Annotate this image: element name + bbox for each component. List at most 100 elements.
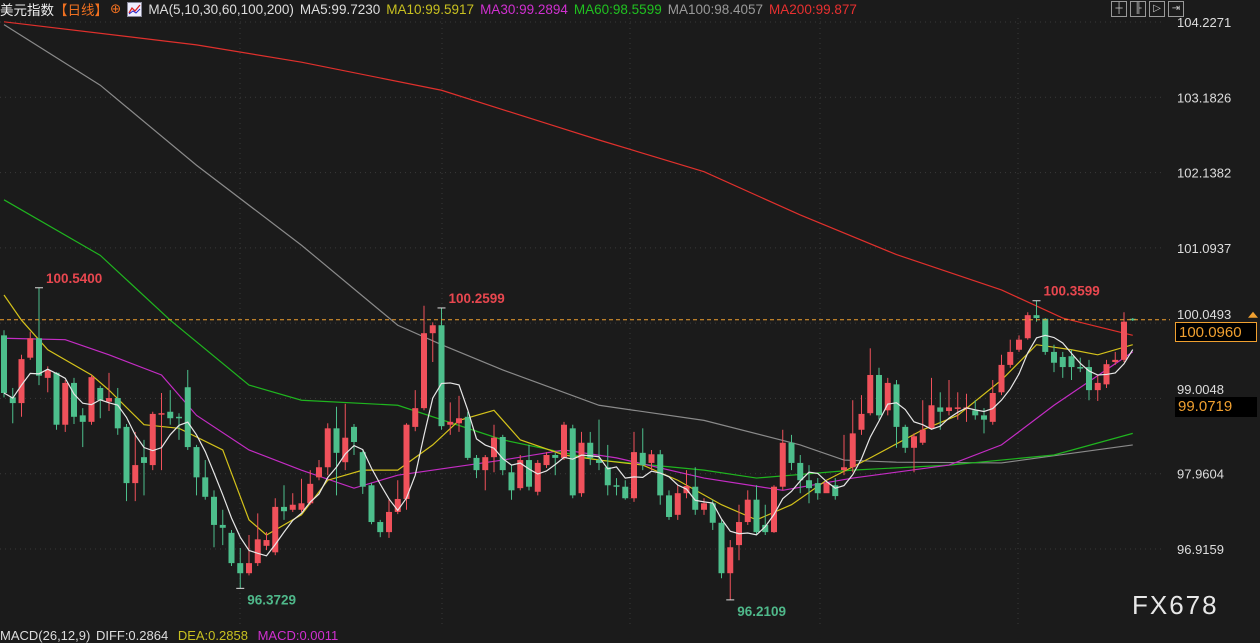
candle-up xyxy=(44,369,51,378)
candle-up xyxy=(674,493,681,515)
candle-down xyxy=(1068,356,1075,368)
ma10-value: MA10:99.5917 xyxy=(386,1,475,17)
candle-up xyxy=(149,413,156,466)
candle-up xyxy=(701,503,707,510)
candle-up xyxy=(62,382,69,425)
y-tick-label: 104.2271 xyxy=(1177,15,1231,30)
candle-up xyxy=(1024,315,1031,339)
candle-down xyxy=(981,415,987,420)
candle-up xyxy=(517,460,524,489)
zoom-in-bars-button[interactable]: ╟ xyxy=(1130,1,1146,17)
y-tick-label: 99.0048 xyxy=(1177,382,1224,397)
ma60-value: MA60:98.5599 xyxy=(573,1,662,17)
high-price-annotation: 100.5400 xyxy=(46,271,102,286)
ma200-value: MA200:99.877 xyxy=(769,1,857,17)
current-price-label: 100.0960 xyxy=(1175,322,1257,342)
candle-up xyxy=(823,483,830,494)
ma5-value: MA5:99.7230 xyxy=(299,1,381,17)
candle-down xyxy=(499,436,506,471)
macd-dea: DEA:0.2858 xyxy=(177,628,248,643)
candle-down xyxy=(351,426,357,443)
candle-up xyxy=(429,325,436,334)
candle-up xyxy=(456,418,462,424)
candle-up xyxy=(867,374,874,414)
candle-up xyxy=(1121,321,1127,360)
candle-up xyxy=(727,547,734,574)
candle-down xyxy=(167,411,174,419)
candle-down xyxy=(526,460,532,487)
candle-down xyxy=(193,447,200,478)
candle-down xyxy=(622,486,629,499)
candle-up xyxy=(246,563,252,574)
candle-down xyxy=(569,428,576,496)
candle-up xyxy=(954,407,961,409)
ma30-line xyxy=(3,337,1134,491)
candle-up xyxy=(779,442,786,487)
y-tick-label: 96.9159 xyxy=(1177,542,1224,557)
candle-down xyxy=(333,428,340,453)
candle-down xyxy=(639,452,646,466)
y-tick-label: 101.0937 xyxy=(1177,241,1231,256)
candle-down xyxy=(657,454,664,496)
candle-down xyxy=(972,410,979,416)
candle-down xyxy=(377,522,384,533)
candle-down xyxy=(902,426,909,448)
candle-up xyxy=(1007,351,1014,365)
candle-up xyxy=(849,433,856,468)
candle-down xyxy=(71,382,77,417)
candle-up xyxy=(744,499,751,523)
candle-down xyxy=(176,416,182,419)
candle-up xyxy=(998,364,1005,393)
play-button[interactable]: ▷ xyxy=(1149,1,1165,17)
candle-down xyxy=(893,384,900,427)
candle-up xyxy=(324,428,331,468)
candle-up xyxy=(307,483,314,504)
candle-up xyxy=(841,467,847,471)
high-price-annotation: 100.2599 xyxy=(449,291,505,306)
candle-up xyxy=(928,405,935,429)
candle-up xyxy=(1094,382,1101,391)
y-tick-label: 100.0493 xyxy=(1177,307,1231,322)
chart-indicator-icon[interactable] xyxy=(127,1,143,17)
marker-price-label: 99.0719 xyxy=(1175,397,1257,417)
candle-down xyxy=(596,460,602,463)
candle-down xyxy=(1,335,7,394)
candle-up xyxy=(403,424,410,499)
symbol-name: 美元指数 xyxy=(0,3,54,18)
candle-down xyxy=(281,506,287,512)
crosshair-icon[interactable]: ⊕ xyxy=(110,1,122,16)
low-price-annotation: 96.3729 xyxy=(247,592,296,607)
candle-down xyxy=(753,499,760,533)
low-price-annotation: 96.2109 xyxy=(737,604,786,619)
candle-down xyxy=(587,442,594,458)
candle-down xyxy=(692,486,699,510)
candle-down xyxy=(762,524,769,533)
candle-down xyxy=(552,454,559,458)
candle-up xyxy=(412,408,419,427)
candle-down xyxy=(237,563,244,574)
candle-down xyxy=(36,338,42,376)
candle-down xyxy=(53,372,60,425)
candle-up xyxy=(648,454,655,463)
candle-up xyxy=(27,338,34,358)
ma10-line xyxy=(3,294,1133,536)
candle-down xyxy=(1059,356,1066,368)
scroll-end-button[interactable]: ⇥ xyxy=(1168,1,1184,17)
period-selector[interactable]: 【日线】 xyxy=(54,3,108,18)
candle-down xyxy=(613,485,620,487)
candle-up xyxy=(289,504,296,510)
candle-up xyxy=(946,407,952,412)
ma-group-label[interactable]: MA(5,10,30,60,100,200) xyxy=(148,1,294,17)
high-price-annotation: 100.3599 xyxy=(1044,284,1100,299)
candle-up xyxy=(132,465,139,484)
candle-up xyxy=(858,413,865,430)
y-tick-label: 102.1382 xyxy=(1177,166,1231,181)
candle-down xyxy=(508,472,515,491)
candle-down xyxy=(219,524,226,528)
crosshair-button[interactable]: ┼ xyxy=(1111,1,1127,17)
candle-up xyxy=(272,506,279,553)
candle-down xyxy=(438,325,445,427)
macd-value: MACD:0.0011 xyxy=(257,628,339,643)
candle-down xyxy=(1033,315,1040,319)
